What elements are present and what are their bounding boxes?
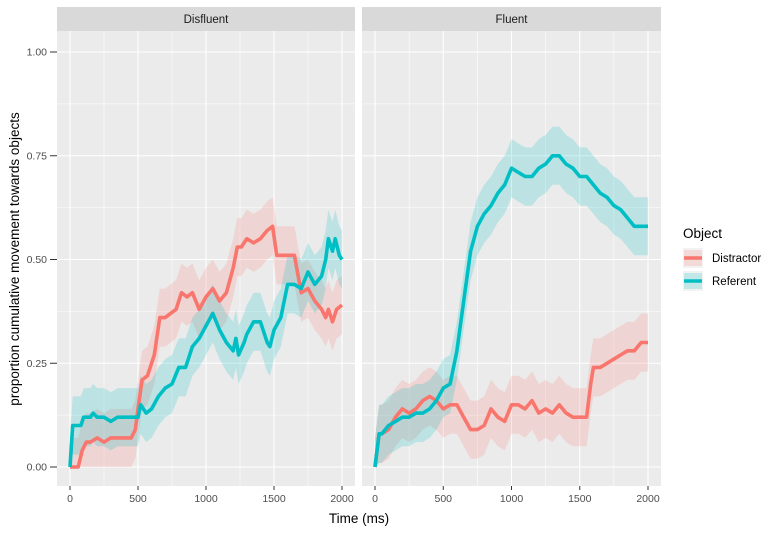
x-tick-label: 0: [67, 493, 73, 505]
series-line-referent: [373, 154, 648, 468]
confidence-ribbon-referent: [375, 126, 648, 467]
confidence-ribbon-distractor: [375, 313, 648, 467]
x-tick-label: 2000: [636, 493, 660, 505]
x-tick-label: 1000: [500, 493, 524, 505]
facet-strip-label: Fluent: [496, 14, 529, 26]
y-tick-label: 0.25: [27, 358, 48, 370]
legend: Object Distractor Referent: [683, 226, 761, 291]
facet-strip: [362, 7, 661, 31]
x-tick-label: 500: [129, 493, 147, 505]
series-line-referent: [68, 236, 344, 468]
facet-strip-label: Disfluent: [184, 14, 230, 26]
y-tick-label: 0.50: [27, 254, 48, 266]
x-tick-label: 0: [372, 493, 378, 505]
x-tick-label: 500: [434, 493, 452, 505]
series-line-distractor: [70, 224, 344, 469]
panel-disfluent: Disfluent 0 500 1000 1500 2000: [57, 7, 355, 505]
y-axis-title: proportion cumulative movement towards o…: [7, 112, 22, 406]
panel-fluent: Fluent 0 500 1000 1500 2000: [362, 7, 661, 505]
x-tick-label: 1500: [568, 493, 592, 505]
facet-strip: [57, 7, 355, 31]
series-line-distractor: [373, 340, 648, 468]
x-tick-label: 1500: [262, 493, 286, 505]
legend-label-referent: Referent: [712, 276, 757, 288]
legend-label-distractor: Distractor: [712, 253, 761, 265]
y-tick-label: 0.75: [27, 150, 48, 162]
x-tick-label: 2000: [330, 493, 354, 505]
y-tick-label: 1.00: [27, 47, 48, 59]
x-tick-label: 1000: [194, 493, 218, 505]
x-axis-title: Time (ms): [329, 511, 389, 526]
legend-title: Object: [683, 226, 722, 241]
y-tick-label: 0.00: [27, 462, 48, 474]
